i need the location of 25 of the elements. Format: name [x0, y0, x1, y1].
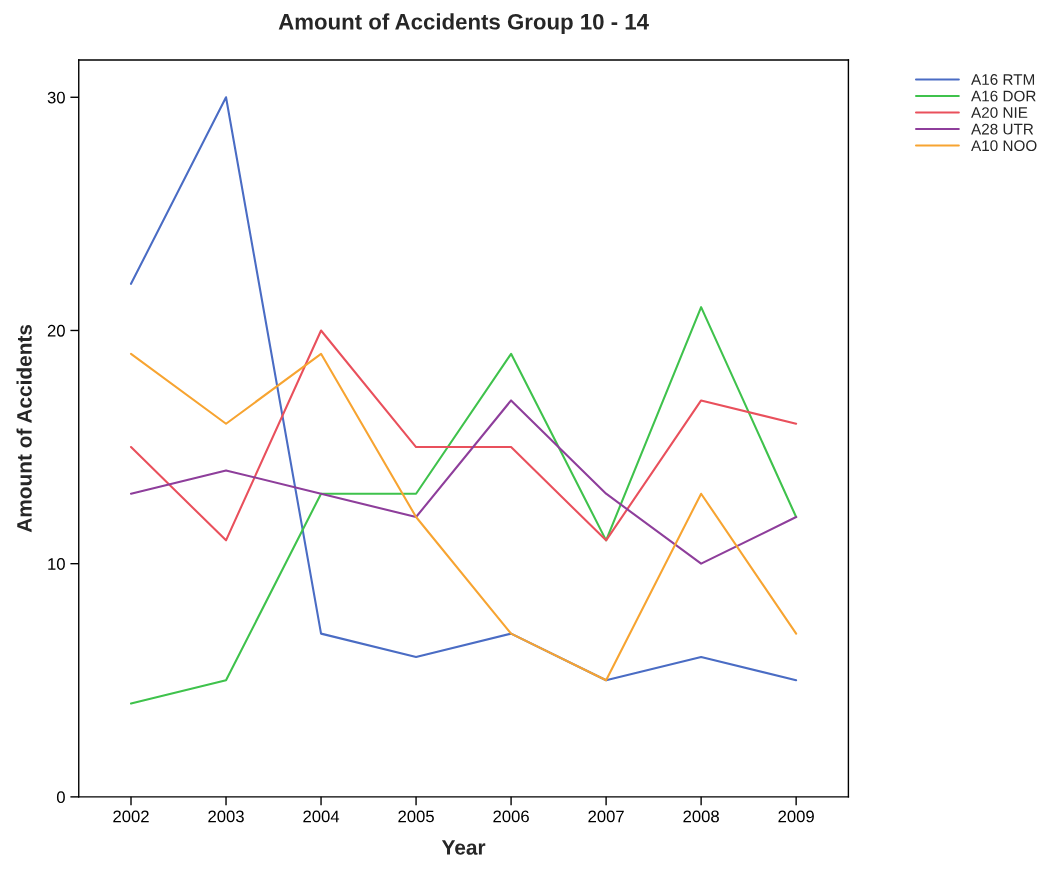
line-series: [129, 329, 798, 542]
legend-label: A16 RTM: [971, 74, 1035, 85]
y-axis-title: Amount of Accidents: [16, 324, 32, 533]
x-tick-label: 2004: [303, 810, 340, 823]
line-series: [129, 306, 798, 705]
x-tick-label: 2007: [588, 810, 624, 823]
line-series: [129, 352, 798, 682]
x-tick-label: 2006: [493, 810, 529, 823]
line-series: [129, 96, 798, 682]
line-series: [129, 399, 798, 565]
y-tick-label: 20: [47, 324, 65, 337]
chart-title: Amount of Accidents Group 10 - 14: [278, 13, 649, 35]
legend-label: A20 NIE: [971, 107, 1028, 118]
y-tick-label: 0: [56, 791, 65, 804]
x-tick-label: 2009: [778, 810, 814, 823]
legend-label: A10 NOO: [971, 140, 1037, 152]
y-tick-label: 30: [47, 91, 65, 104]
x-tick-label: 2005: [398, 810, 434, 823]
x-axis-title: Year: [441, 840, 486, 855]
x-tick-label: 2008: [683, 810, 719, 823]
x-tick-label: 2003: [208, 810, 244, 823]
y-tick-label: 10: [48, 558, 65, 570]
x-tick-label: 2002: [113, 810, 149, 823]
legend-label: A28 UTR: [971, 123, 1034, 135]
legend-label: A16 DOR: [971, 90, 1036, 102]
